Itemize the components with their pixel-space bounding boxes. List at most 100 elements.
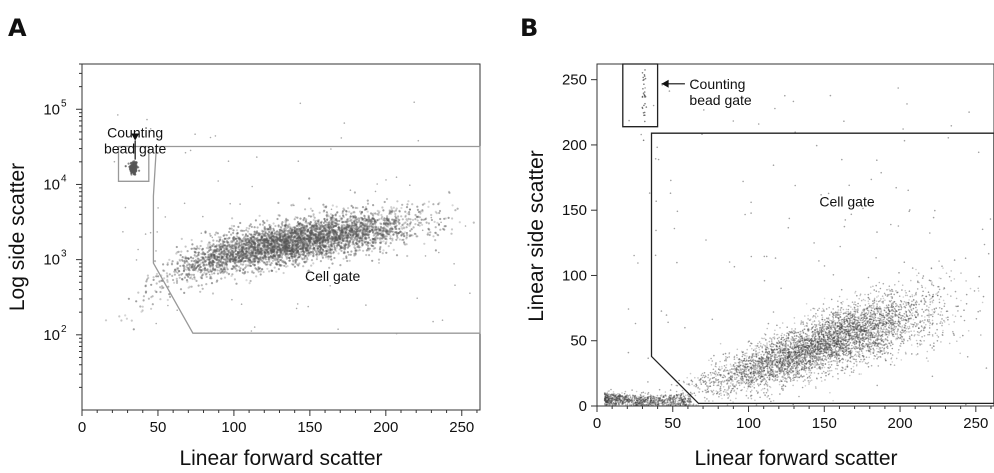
- scatter-point: [166, 274, 169, 277]
- scatter-point: [232, 225, 236, 228]
- scatter-point: [213, 254, 216, 257]
- scatter-point: [309, 242, 312, 245]
- scatter-point: [291, 228, 294, 231]
- scatter-point: [416, 205, 419, 208]
- scatter-point: [257, 247, 260, 250]
- scatter-point: [268, 228, 271, 231]
- scatter-point: [189, 277, 192, 280]
- scatter-point: [306, 245, 310, 249]
- scatter-point: [297, 264, 300, 267]
- scatter-point: [208, 273, 211, 276]
- scatter-point: [263, 221, 266, 224]
- scatter-point: [371, 259, 374, 262]
- scatter-point: [644, 120, 646, 123]
- scatter-point: [153, 260, 157, 263]
- scatter-point: [247, 252, 250, 255]
- scatter-point: [389, 227, 392, 230]
- scatter-point: [438, 211, 441, 215]
- scatter-point: [133, 164, 136, 167]
- scatter-point: [170, 262, 173, 265]
- scatter-point: [291, 255, 294, 258]
- scatter-point: [197, 263, 200, 267]
- scatter-point: [432, 203, 435, 206]
- scatter-point: [297, 233, 300, 237]
- scatter-point: [293, 265, 296, 268]
- scatter-point: [355, 234, 358, 237]
- scatter-point: [235, 282, 238, 285]
- scatter-point: [250, 225, 253, 228]
- scatter-point: [435, 212, 438, 215]
- scatter-point: [309, 251, 312, 254]
- scatter-point: [286, 226, 289, 229]
- scatter-point: [296, 303, 299, 305]
- scatter-point: [330, 208, 333, 211]
- scatter-point: [303, 260, 306, 263]
- scatter-point: [247, 257, 250, 261]
- scatter-point: [184, 245, 187, 248]
- scatter-point: [373, 247, 377, 250]
- scatter-point: [280, 227, 283, 230]
- scatter-point: [360, 225, 363, 228]
- scatter-point: [351, 231, 354, 234]
- scatter-point: [122, 231, 124, 233]
- scatter-point: [203, 257, 206, 260]
- scatter-point: [253, 260, 256, 263]
- scatter-point: [242, 272, 246, 275]
- scatter-points-b: [603, 69, 992, 406]
- scatter-point: [256, 226, 259, 229]
- scatter-point: [282, 248, 285, 251]
- scatter-point: [368, 247, 371, 250]
- scatter-point: [320, 247, 324, 250]
- scatter-point: [645, 106, 648, 108]
- scatter-point: [130, 319, 133, 322]
- scatter-point: [260, 253, 263, 256]
- scatter-point: [259, 223, 262, 226]
- scatter-point: [354, 250, 358, 253]
- scatter-point: [398, 222, 401, 225]
- scatter-point: [189, 149, 192, 152]
- scatter-point: [262, 270, 265, 274]
- scatter-point: [267, 244, 270, 247]
- scatter-point: [167, 304, 169, 307]
- scatter-point: [377, 258, 381, 261]
- scatter-point: [274, 243, 277, 246]
- scatter-point: [176, 309, 178, 312]
- scatter-point: [321, 229, 324, 232]
- scatter-point: [342, 234, 345, 237]
- scatter-point: [276, 242, 279, 245]
- scatter-point: [231, 256, 234, 259]
- scatter-point: [290, 234, 293, 237]
- scatter-point: [335, 218, 338, 221]
- scatter-point: [395, 176, 398, 178]
- scatter-point: [232, 229, 235, 232]
- scatter-point: [311, 243, 314, 246]
- scatter-point: [238, 250, 241, 254]
- scatter-point: [124, 206, 127, 209]
- scatter-point: [296, 220, 300, 224]
- scatter-point: [229, 258, 232, 261]
- scatter-point: [225, 256, 228, 259]
- scatter-point: [141, 305, 144, 308]
- scatter-point: [433, 220, 436, 223]
- scatter-point: [134, 169, 137, 172]
- scatter-point: [353, 220, 356, 223]
- scatter-point: [382, 233, 385, 236]
- scatter-point: [227, 237, 230, 240]
- scatter-point: [304, 208, 307, 211]
- scatter-point: [172, 278, 175, 282]
- scatter-point: [268, 260, 271, 263]
- scatter-point: [343, 226, 346, 229]
- scatter-point: [179, 259, 182, 262]
- scatter-point: [276, 242, 279, 245]
- scatter-point: [430, 213, 433, 217]
- scatter-point: [226, 271, 229, 274]
- scatter-point: [211, 292, 215, 295]
- y-axis-label-a: Log side scatter: [6, 163, 29, 311]
- scatter-point: [367, 216, 370, 219]
- scatter-point: [336, 231, 339, 234]
- scatter-point: [287, 235, 290, 238]
- scatter-point: [299, 253, 302, 256]
- scatter-point: [644, 114, 646, 116]
- scatter-point: [290, 250, 293, 253]
